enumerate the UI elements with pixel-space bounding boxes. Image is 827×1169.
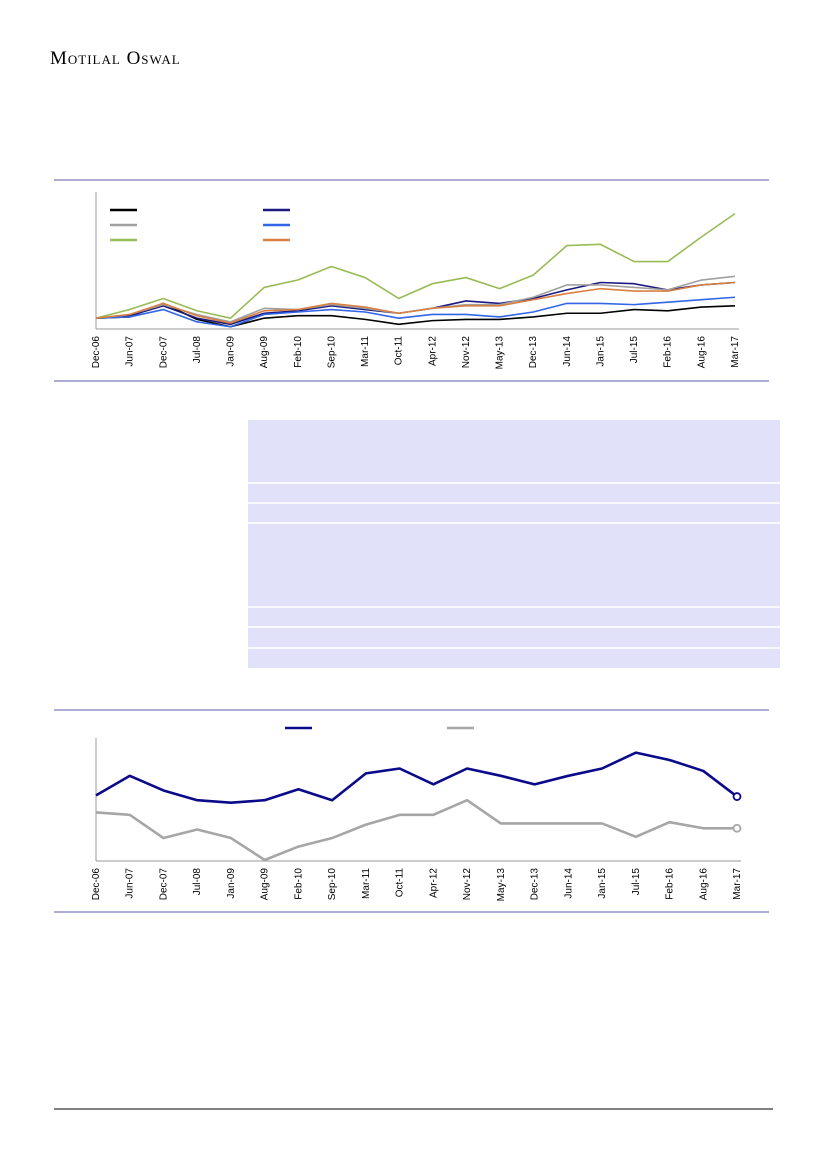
x-tick-label: Jan-15 bbox=[597, 868, 608, 899]
x-tick-label: Mar-17 bbox=[730, 336, 741, 368]
x-tick-label: Jul-08 bbox=[192, 868, 203, 896]
x-tick-label: Jun-14 bbox=[562, 336, 573, 367]
x-tick-label: Feb-16 bbox=[665, 868, 676, 900]
x-tick-label: Jul-15 bbox=[629, 336, 640, 364]
x-tick-label: Feb-10 bbox=[293, 336, 304, 368]
line-series bbox=[95, 281, 736, 324]
x-tick-label: Sep-10 bbox=[327, 868, 338, 901]
x-tick-label: Sep-10 bbox=[326, 336, 337, 369]
x-tick-label: Apr-12 bbox=[427, 336, 438, 366]
x-tick-label: Jun-07 bbox=[125, 868, 136, 899]
x-tick-label: Jan-09 bbox=[226, 336, 237, 367]
x-tick-label: Jul-15 bbox=[631, 868, 642, 896]
x-tick-label: Mar-11 bbox=[361, 868, 372, 899]
x-tick-label: Feb-16 bbox=[663, 336, 674, 368]
x-tick-label: Jun-14 bbox=[563, 868, 574, 899]
x-tick-label: Jan-09 bbox=[226, 868, 237, 899]
x-tick-label: Apr-12 bbox=[428, 868, 439, 898]
table-bg bbox=[248, 420, 780, 668]
line-series bbox=[95, 212, 736, 319]
x-tick-label: Feb-10 bbox=[293, 868, 304, 900]
x-tick-label: Mar-11 bbox=[360, 336, 371, 367]
x-tick-label: Aug-16 bbox=[696, 336, 707, 369]
x-tick-label: Dec-06 bbox=[91, 336, 102, 369]
line-series bbox=[95, 281, 736, 326]
x-tick-label: Dec-06 bbox=[91, 868, 102, 901]
line-series bbox=[95, 798, 737, 862]
x-tick-label: Dec-07 bbox=[158, 336, 169, 369]
x-tick-label: Dec-13 bbox=[528, 336, 539, 369]
line-series bbox=[95, 296, 736, 328]
x-tick-label: Nov-12 bbox=[462, 868, 473, 901]
end-marker bbox=[732, 823, 742, 833]
x-tick-label: May-13 bbox=[495, 336, 506, 370]
line-series bbox=[95, 275, 736, 323]
x-tick-label: Oct-11 bbox=[395, 868, 406, 898]
x-tick-label: Aug-16 bbox=[698, 868, 709, 901]
x-tick-label: Jul-08 bbox=[192, 336, 203, 364]
x-tick-label: Dec-13 bbox=[530, 868, 541, 901]
x-tick-label: Jun-07 bbox=[125, 336, 136, 367]
x-tick-label: Aug-09 bbox=[260, 868, 271, 901]
table bbox=[248, 420, 780, 668]
x-tick-label: May-13 bbox=[496, 868, 507, 902]
x-tick-label: Aug-09 bbox=[259, 336, 270, 369]
line-series bbox=[95, 302, 736, 328]
end-marker bbox=[732, 792, 742, 801]
x-tick-label: Jan-15 bbox=[595, 336, 606, 367]
legend bbox=[110, 208, 474, 730]
x-tick-label: Oct-11 bbox=[394, 336, 405, 366]
x-tick-label: Nov-12 bbox=[461, 336, 472, 369]
line-series bbox=[95, 751, 738, 804]
x-tick-label: Dec-07 bbox=[158, 868, 169, 901]
x-tick-label: Mar-17 bbox=[732, 868, 743, 900]
brand: Motilal Oswal bbox=[50, 48, 181, 69]
